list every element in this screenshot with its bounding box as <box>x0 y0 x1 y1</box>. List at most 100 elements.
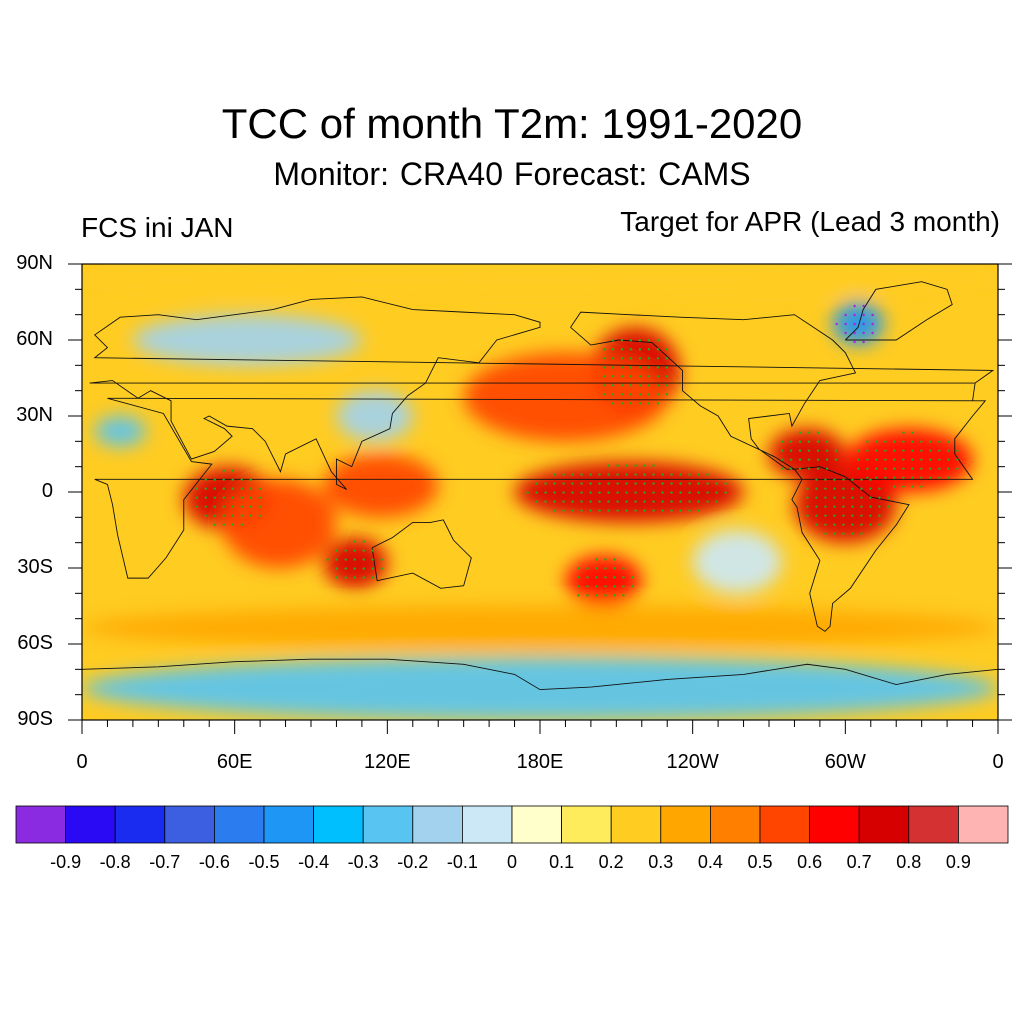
significance-dot <box>656 393 660 396</box>
significance-dot <box>553 482 556 485</box>
significance-dot <box>833 514 836 517</box>
region-southeast-pacific <box>692 530 782 594</box>
significance-dot <box>956 449 959 452</box>
significance-dot <box>851 505 854 508</box>
significance-dot <box>647 402 651 405</box>
significance-dot <box>656 357 660 360</box>
significance-dot <box>902 440 905 443</box>
region-greenland <box>832 302 884 346</box>
significance-dot <box>825 449 829 452</box>
significance-dot <box>195 487 198 490</box>
significance-dot <box>670 500 673 503</box>
significance-dot <box>887 496 890 499</box>
significance-dot <box>670 473 673 476</box>
significance-dot <box>240 496 243 499</box>
colorbar-swatch <box>412 805 463 844</box>
significance-dot <box>222 514 225 517</box>
significance-dot <box>553 491 556 494</box>
significance-dot <box>806 496 809 499</box>
significance-dot <box>353 558 356 561</box>
significance-dot <box>869 478 872 481</box>
significance-dot <box>862 331 865 335</box>
significance-dot <box>631 585 634 588</box>
significance-dot <box>842 496 845 499</box>
significance-dot <box>535 482 538 485</box>
significance-dot <box>853 340 856 344</box>
colorbar-swatch <box>263 805 314 844</box>
significance-dot <box>249 514 252 517</box>
significance-dot <box>577 594 580 597</box>
significance-dot <box>613 594 616 597</box>
significance-dot <box>833 496 836 499</box>
significance-dot <box>595 576 598 579</box>
significance-dot <box>920 485 923 488</box>
colorbar-swatch <box>114 805 166 844</box>
significance-dot <box>634 464 637 467</box>
significance-dot <box>598 482 601 485</box>
significance-dot <box>195 496 198 499</box>
significance-dot <box>638 357 642 360</box>
significance-dot <box>878 496 881 499</box>
lat-label: 60N <box>16 328 53 350</box>
significance-dot <box>706 500 709 503</box>
colorbar-swatch <box>759 805 810 844</box>
significance-dot <box>577 567 580 570</box>
significance-dot <box>602 384 606 387</box>
significance-dot <box>656 402 660 405</box>
significance-dot <box>607 491 610 494</box>
significance-dot <box>842 532 845 535</box>
significance-dot <box>647 357 651 360</box>
significance-dot <box>825 458 829 461</box>
colorbar-swatch <box>958 805 1009 844</box>
target-label: Target for APR (Lead 3 month) <box>620 206 1000 237</box>
significance-dot <box>625 464 628 467</box>
significance-dot <box>860 514 863 517</box>
significance-dot <box>853 304 856 308</box>
significance-dot <box>652 500 655 503</box>
significance-dot <box>665 357 669 360</box>
significance-dot <box>362 549 365 552</box>
colorbar-swatch <box>908 805 959 844</box>
significance-dot <box>893 476 896 479</box>
significance-dot <box>643 464 646 467</box>
significance-dot <box>816 467 820 470</box>
significance-dot <box>353 576 356 579</box>
significance-dot <box>806 514 809 517</box>
significance-dot <box>553 509 556 512</box>
region-southern-ocean-belt <box>82 606 998 650</box>
significance-dot <box>589 482 592 485</box>
colorbar-swatch <box>660 805 711 844</box>
significance-dot <box>670 482 673 485</box>
significance-dot <box>611 375 615 378</box>
significance-dot <box>586 576 589 579</box>
significance-dot <box>824 487 827 490</box>
significance-dot <box>857 458 860 461</box>
significance-dot <box>213 478 216 481</box>
significance-dot <box>353 549 356 552</box>
lon-label: 60W <box>824 751 866 773</box>
significance-dot <box>869 505 872 508</box>
significance-dot <box>911 449 914 452</box>
significance-dot <box>652 482 655 485</box>
significance-dot <box>598 491 601 494</box>
significance-dot <box>647 366 651 369</box>
significance-dot <box>629 384 633 387</box>
significance-dot <box>824 532 827 535</box>
significance-dot <box>893 449 896 452</box>
significance-dot <box>665 366 669 369</box>
significance-dot <box>789 467 793 470</box>
significance-dot <box>620 384 624 387</box>
significance-dot <box>634 509 637 512</box>
significance-dot <box>222 487 225 490</box>
significance-dot <box>816 458 820 461</box>
significance-dot <box>258 514 261 517</box>
significance-dot <box>862 322 865 326</box>
significance-dot <box>902 449 905 452</box>
significance-dot <box>604 576 607 579</box>
significance-dot <box>825 467 829 470</box>
significance-dot <box>911 431 914 434</box>
significance-dot <box>647 339 651 342</box>
significance-dot <box>580 491 583 494</box>
significance-dot <box>947 458 950 461</box>
significance-dot <box>878 487 881 490</box>
